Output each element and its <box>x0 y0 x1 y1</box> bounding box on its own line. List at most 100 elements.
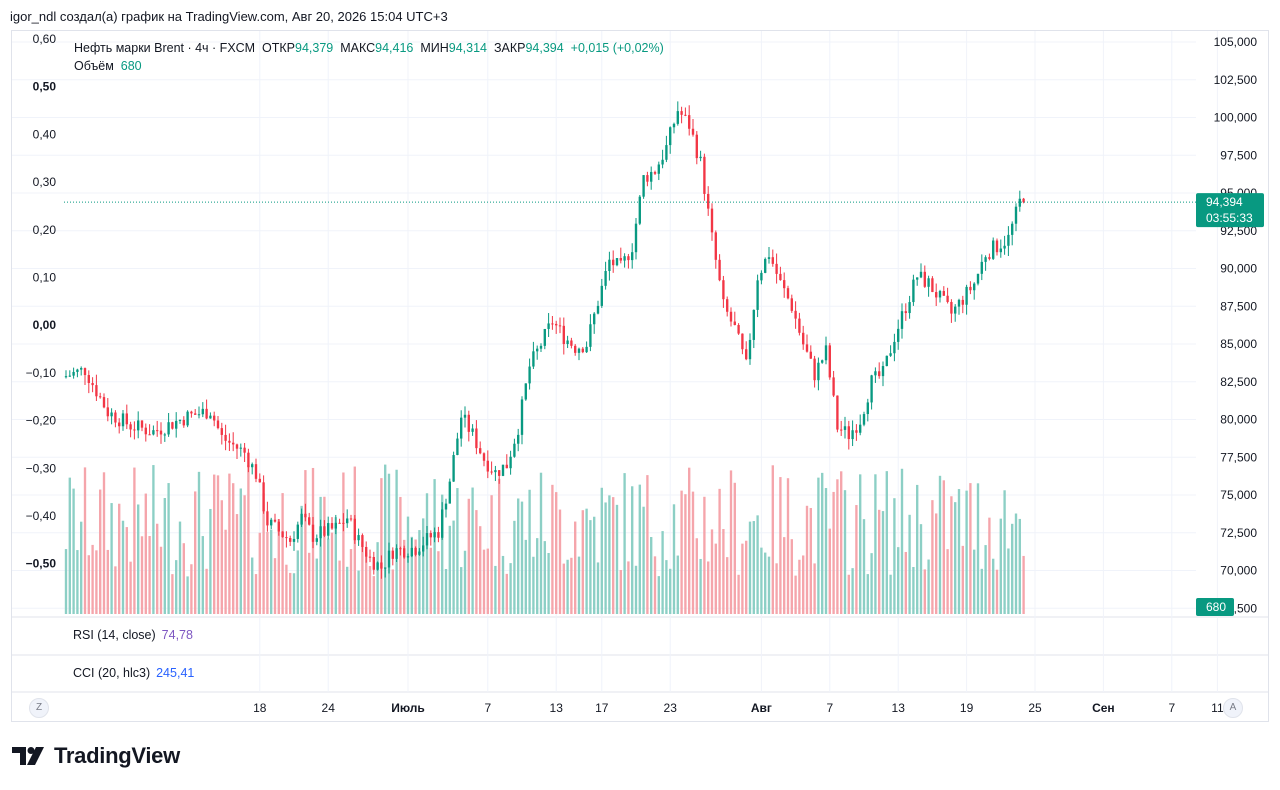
candle-body <box>205 408 208 419</box>
symbol-legend: Нефть марки Brent · 4ч · FXCM ОТКР94,379… <box>74 41 664 55</box>
candle-body <box>935 292 938 298</box>
auto-scale-left-button[interactable]: Z <box>29 698 49 718</box>
volume-bar <box>1022 555 1025 614</box>
volume-bar <box>498 478 501 614</box>
volume-bar <box>209 508 212 614</box>
candle-body <box>726 299 729 312</box>
chart-frame[interactable] <box>11 30 1269 722</box>
candle-body <box>114 412 117 423</box>
candle-body <box>691 128 695 135</box>
volume-bar <box>631 486 634 614</box>
volume-bar <box>338 560 341 614</box>
volume-bar <box>938 475 942 614</box>
candle-body <box>406 556 410 558</box>
volume-bar <box>304 470 307 614</box>
candle-body <box>110 412 113 417</box>
volume-bar <box>228 473 231 614</box>
candle-body <box>824 345 828 361</box>
volume-bar <box>555 492 558 614</box>
rsi-value: 74,78 <box>161 628 193 642</box>
volume-label[interactable]: Объём <box>74 59 114 73</box>
volume-bar <box>357 570 360 614</box>
x-tick-label: 13 <box>892 701 906 715</box>
volume-bar <box>292 573 296 614</box>
right-axis-tick-label: 80,000 <box>1220 413 1257 427</box>
volume-bar <box>513 520 516 614</box>
tradingview-logo[interactable]: TradingView <box>12 743 180 769</box>
candle-body <box>524 383 527 400</box>
candle-body <box>148 434 151 436</box>
volume-bar <box>334 517 337 614</box>
volume-badge-background <box>1196 598 1234 616</box>
candle-body <box>300 513 303 525</box>
volume-bar <box>99 489 102 614</box>
volume-bar <box>148 536 151 614</box>
volume-bar <box>319 496 322 614</box>
volume-bar <box>490 495 493 614</box>
candle-body <box>167 422 170 435</box>
volume-bar <box>893 498 896 614</box>
candle-body <box>767 257 771 259</box>
volume-bar <box>368 566 372 614</box>
volume-bar <box>745 540 748 614</box>
candle-body <box>718 259 721 281</box>
current-price-badge[interactable]: 94,394 03:55:33 <box>1196 193 1264 228</box>
volume-bar <box>539 472 543 614</box>
volume-bar <box>574 521 577 614</box>
right-axis-tick-label: 92,500 <box>1220 224 1257 238</box>
volume-bar <box>444 568 448 614</box>
volume-bar <box>783 537 786 614</box>
candle-body <box>961 299 964 305</box>
candle-body <box>851 430 854 440</box>
volume-bar <box>916 484 919 614</box>
candle-body <box>125 413 128 425</box>
candle-body <box>764 258 767 273</box>
candle-body <box>551 323 554 325</box>
candle-body <box>786 288 790 299</box>
volume-bar <box>247 465 250 614</box>
rsi-legend[interactable]: RSI (14, close) 74,78 <box>73 628 193 642</box>
candle-body <box>342 522 345 524</box>
volume-bar <box>190 564 193 614</box>
candle-body <box>292 538 296 542</box>
x-tick-label: 7 <box>1168 701 1175 715</box>
volume-bar <box>346 566 349 614</box>
candle-body <box>380 562 383 569</box>
volume-bar <box>870 553 873 614</box>
volume-bar <box>923 569 926 614</box>
volume-bar <box>289 572 292 614</box>
volume-bar <box>437 551 440 614</box>
candle-body <box>216 420 220 429</box>
candle-body <box>817 362 820 381</box>
volume-bar <box>691 491 695 614</box>
left-axis-tick-label: 0,10 <box>33 271 57 285</box>
candle-body <box>194 413 197 415</box>
volume-bar <box>965 490 968 614</box>
candle-body <box>418 551 421 555</box>
symbol-name[interactable]: Нефть марки Brent · 4ч · FXCM <box>74 41 256 55</box>
candle-body <box>832 377 835 396</box>
candle-body <box>425 533 429 546</box>
volume-bar <box>619 569 622 614</box>
volume-bar <box>213 474 216 614</box>
candle-body <box>346 518 349 524</box>
cci-legend[interactable]: CCI (20, hlc3) 245,41 <box>73 666 194 680</box>
candle-body <box>984 257 987 262</box>
volume-bar <box>954 502 957 614</box>
candle-body <box>980 261 983 274</box>
auto-scale-right-button[interactable]: A <box>1223 698 1243 718</box>
volume-bar <box>585 508 588 614</box>
right-axis-tick-label: 102,500 <box>1214 73 1258 87</box>
volume-bar <box>308 552 311 614</box>
candle-body <box>714 232 717 260</box>
volume-bar <box>102 472 106 614</box>
candle-body <box>72 371 75 376</box>
high-value: 94,416 <box>375 41 414 55</box>
volume-bar <box>676 555 679 614</box>
volume-bar <box>414 539 417 614</box>
candle-body <box>676 111 679 124</box>
volume-bar <box>239 488 242 614</box>
candle-body <box>558 325 562 327</box>
x-tick-label: 19 <box>960 701 974 715</box>
